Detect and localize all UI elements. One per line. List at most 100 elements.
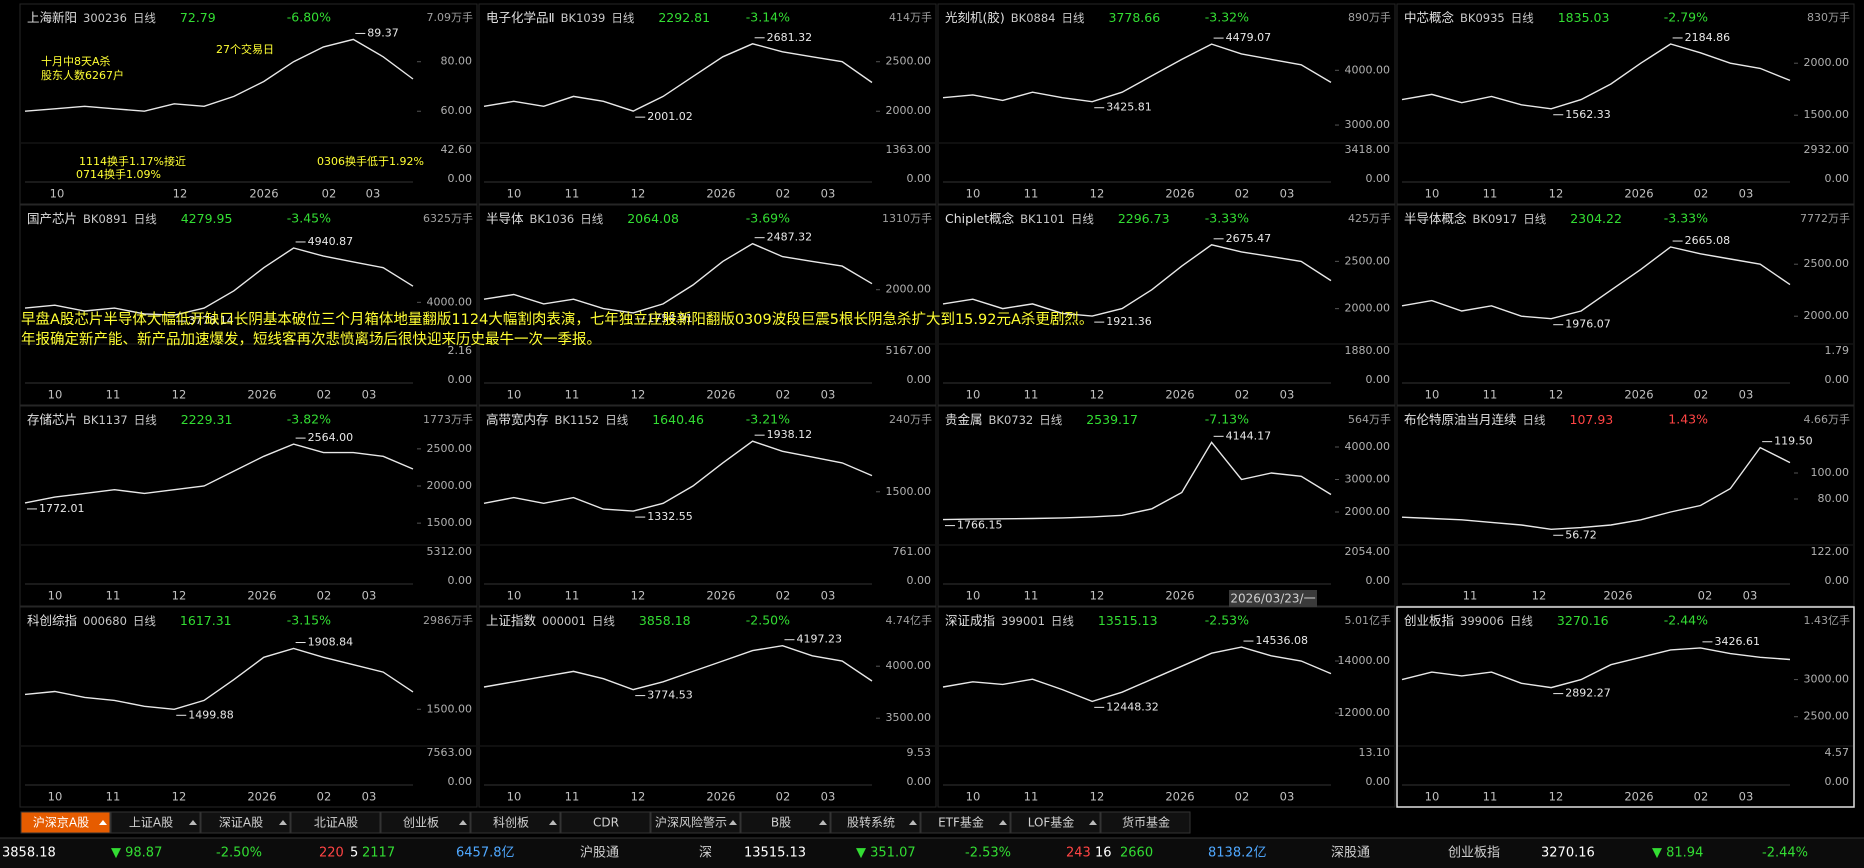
stock-panel[interactable]: 创业板指 399006 日线 3270.16 -2.44% 1.43亿手 3000.00 25… xyxy=(1396,606,1855,808)
market-tab[interactable]: LOF基金 xyxy=(1010,811,1101,834)
tab-label[interactable]: ETF基金 xyxy=(938,815,984,830)
stock-panel[interactable]: 电子化学品Ⅱ BK1039 日线 2292.81 -3.14% 414万手 2500.00 2… xyxy=(478,3,937,205)
tab-bg[interactable] xyxy=(290,811,381,834)
dropdown-arrow[interactable] xyxy=(459,820,467,825)
last-price: 1835.03 xyxy=(1558,10,1610,25)
x-tick-label: 2026 xyxy=(247,388,276,402)
market-tab[interactable]: 北证A股 xyxy=(290,811,381,834)
volume-tick-label: 1.79 xyxy=(1825,344,1850,357)
price-tick-label: 2000.00 xyxy=(1345,302,1391,315)
stock-code: BK0732 xyxy=(989,413,1034,427)
dropdown-arrow[interactable] xyxy=(549,820,557,825)
tab-label[interactable]: CDR xyxy=(593,816,619,830)
stock-panel[interactable]: 深证成指 399001 日线 13515.13 -2.53% 5.01亿手 14000.00… xyxy=(937,606,1396,808)
tab-label[interactable]: 科创板 xyxy=(493,816,529,830)
x-tick-label: 10 xyxy=(966,589,981,603)
low-label: 1332.55 xyxy=(647,510,693,523)
stock-panel[interactable]: 贵金属 BK0732 日线 2539.17 -7.13% 564万手 4000.00 3000… xyxy=(937,405,1396,607)
x-tick-label: 03 xyxy=(821,589,836,603)
market-tab[interactable]: 上证A股 xyxy=(110,811,201,834)
tab-label[interactable]: 沪深京A股 xyxy=(33,816,89,830)
status-item: 2117 xyxy=(362,846,395,861)
market-tab[interactable]: 沪深风险警示 xyxy=(650,811,741,834)
dropdown-arrow[interactable] xyxy=(729,820,737,825)
tab-bg[interactable] xyxy=(1100,811,1191,834)
tab-label[interactable]: 创业板 xyxy=(403,816,439,830)
tab-label[interactable]: 深证A股 xyxy=(219,816,263,830)
stock-panel[interactable]: 光刻机(胶) BK0884 日线 3778.66 -3.32% 890万手 4000.00 3… xyxy=(937,3,1396,205)
tab-bg[interactable] xyxy=(740,811,831,834)
dropdown-arrow[interactable] xyxy=(189,820,197,825)
tab-bg[interactable] xyxy=(200,811,291,834)
dropdown-arrow[interactable] xyxy=(819,820,827,825)
x-tick-label: 12 xyxy=(1549,388,1564,402)
stock-panel[interactable]: 布伦特原油当月连续 日线 107.93 1.43% 4.66万手 100.00 80.00 1… xyxy=(1396,405,1855,607)
stock-panel[interactable]: 中芯概念 BK0935 日线 1835.03 -2.79% 830万手 2000.00 150… xyxy=(1396,3,1855,205)
stock-panel[interactable]: 科创综指 000680 日线 1617.31 -3.15% 2986万手 1500.00 19… xyxy=(19,606,478,808)
panel-title: 半导体 BK1036 日线 2064.08 xyxy=(486,211,679,226)
x-tick-label: 2026 xyxy=(249,187,278,201)
stock-panel[interactable]: 高带宽内存 BK1152 日线 1640.46 -3.21% 240万手 1500.00 19… xyxy=(478,405,937,607)
stock-panel[interactable]: Chiplet概念 BK1101 日线 2296.73 -3.33% 425万手 2500.… xyxy=(937,204,1396,406)
x-tick-label: 03 xyxy=(1280,388,1295,402)
x-tick-label: 03 xyxy=(1739,790,1754,804)
stock-panel[interactable]: 存储芯片 BK1137 日线 2229.31 -3.82% 1773万手 2500.00 20… xyxy=(19,405,478,607)
market-tab[interactable]: 科创板 xyxy=(470,811,561,834)
stock-panel[interactable]: 上海新阳 300236 日线 72.79 -6.80% 7.09万手 80.00 60.00 8… xyxy=(19,3,478,205)
stock-panel[interactable]: 上证指数 000001 日线 3858.18 -2.50% 4.74亿手 4000.00 35… xyxy=(478,606,937,808)
market-tab[interactable]: 深证A股 xyxy=(200,811,291,834)
x-tick-label: 03 xyxy=(1739,388,1754,402)
tab-bg[interactable] xyxy=(830,811,921,834)
status-item: 沪股通 xyxy=(580,845,619,861)
tab-bg[interactable] xyxy=(470,811,561,834)
market-tab[interactable]: 沪深京A股 xyxy=(20,811,111,834)
last-price: 2304.22 xyxy=(1570,211,1622,226)
period: 日线 xyxy=(1071,212,1094,226)
tab-label[interactable]: LOF基金 xyxy=(1028,815,1075,830)
tab-label[interactable]: 上证A股 xyxy=(129,816,173,830)
panel-frame xyxy=(937,3,1396,205)
stock-name: 国产芯片 xyxy=(27,211,77,226)
stock-panel[interactable]: 半导体概念 BK0917 日线 2304.22 -3.33% 7772万手 2500.00 2… xyxy=(1396,204,1855,406)
dropdown-arrow[interactable] xyxy=(279,820,287,825)
stock-panel[interactable]: 半导体 BK1036 日线 2064.08 -3.69% 1310万手 2000.00 248… xyxy=(478,204,937,406)
market-tab[interactable]: CDR xyxy=(560,811,651,834)
tab-bg[interactable] xyxy=(20,811,111,834)
x-tick-label: 2026 xyxy=(1165,589,1194,603)
dropdown-arrow[interactable] xyxy=(99,820,107,825)
tab-bg[interactable] xyxy=(650,811,741,834)
price-tick-label: 3000.00 xyxy=(1345,473,1391,486)
tab-label[interactable]: 北证A股 xyxy=(314,816,358,830)
dropdown-arrow[interactable] xyxy=(909,820,917,825)
tab-label[interactable]: 股转系统 xyxy=(847,815,895,830)
volume-tick-label: 0.00 xyxy=(1825,373,1850,386)
stock-name: 布伦特原油当月连续 xyxy=(1404,412,1517,427)
x-tick-label: 11 xyxy=(1483,790,1498,804)
tab-label[interactable]: 沪深风险警示 xyxy=(655,815,727,830)
tab-bg[interactable] xyxy=(380,811,471,834)
dropdown-arrow[interactable] xyxy=(1089,820,1097,825)
tab-label[interactable]: 货币基金 xyxy=(1122,815,1170,830)
tab-bg[interactable] xyxy=(1010,811,1101,834)
x-tick-label: 11 xyxy=(1024,187,1039,201)
status-item: 16 xyxy=(1095,846,1112,861)
panel-frame xyxy=(19,3,478,205)
tab-bg[interactable] xyxy=(560,811,651,834)
market-tab[interactable]: B股 xyxy=(740,811,831,834)
tab-label[interactable]: B股 xyxy=(771,816,791,830)
market-tab[interactable]: 创业板 xyxy=(380,811,471,834)
market-tab[interactable]: ETF基金 xyxy=(920,811,1011,834)
stock-panel[interactable]: 国产芯片 BK0891 日线 4279.95 -3.45% 6325万手 4000.00 49… xyxy=(19,204,478,406)
x-tick-label: 11 xyxy=(565,589,580,603)
volume-tick-label: 0.00 xyxy=(1366,775,1391,788)
dropdown-arrow[interactable] xyxy=(999,820,1007,825)
market-tab[interactable]: 股转系统 xyxy=(830,811,921,834)
x-tick-label: 03 xyxy=(362,388,377,402)
x-tick-label: 2026 xyxy=(1624,187,1653,201)
market-tab[interactable]: 货币基金 xyxy=(1100,811,1191,834)
tab-bg[interactable] xyxy=(920,811,1011,834)
price-line xyxy=(942,244,1332,317)
volume-unit: 240万手 xyxy=(889,412,932,426)
stock-name: 上证指数 xyxy=(486,613,537,628)
tab-bg[interactable] xyxy=(110,811,201,834)
